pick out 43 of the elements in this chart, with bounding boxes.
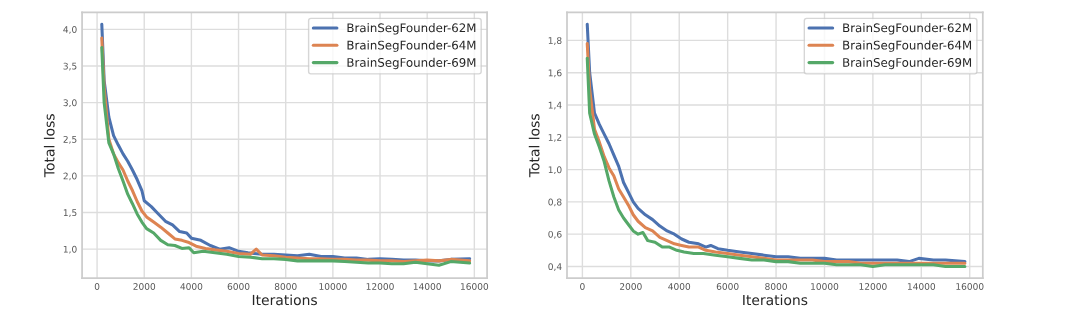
y-axis-title: Total loss bbox=[528, 114, 540, 178]
x-tick-label: 16000 bbox=[956, 283, 984, 290]
x-tick-label: 12000 bbox=[366, 283, 394, 290]
x-tick-label: 2000 bbox=[619, 283, 642, 290]
x-tick-label: 8000 bbox=[765, 283, 787, 290]
legend-label: BrainSegFounder-62M bbox=[843, 23, 972, 35]
y-tick-label: 1,5 bbox=[63, 209, 77, 217]
legend-label: BrainSegFounder-64M bbox=[843, 40, 972, 52]
y-tick-label: 2,0 bbox=[63, 172, 77, 181]
legend-label: BrainSegFounder-62M bbox=[347, 23, 476, 35]
x-tick-label: 14000 bbox=[907, 283, 936, 290]
x-tick-label: 0 bbox=[94, 283, 100, 290]
x-tick-label: 0 bbox=[580, 283, 585, 290]
x-tick-label: 14000 bbox=[413, 283, 441, 290]
x-axis-title: Iterations bbox=[743, 294, 808, 306]
x-tick-label: 4000 bbox=[668, 283, 691, 290]
legend-label: BrainSegFounder-64M bbox=[347, 40, 476, 52]
x-tick-label: 6000 bbox=[227, 283, 250, 290]
y-tick-label: 1,0 bbox=[63, 245, 77, 254]
y-tick-label: 3,0 bbox=[63, 99, 77, 108]
x-tick-label: 8000 bbox=[274, 283, 297, 290]
x-axis-title: Iterations bbox=[252, 294, 317, 306]
y-tick-label: 1,0 bbox=[548, 166, 562, 175]
y-tick-label: 1,8 bbox=[548, 37, 562, 45]
x-tick-label: 2000 bbox=[133, 283, 156, 290]
y-tick-label: 1,6 bbox=[548, 69, 562, 78]
y-tick-label: 1,2 bbox=[548, 134, 562, 142]
y-tick-label: 1,4 bbox=[548, 101, 562, 110]
y-tick-label: 2,5 bbox=[63, 135, 77, 144]
y-tick-label: 0,8 bbox=[548, 198, 562, 207]
y-tick-label: 4,0 bbox=[63, 26, 77, 34]
x-tick-label: 10000 bbox=[319, 283, 347, 290]
y-axis-title: Total loss bbox=[43, 114, 55, 178]
y-tick-label: 0,6 bbox=[548, 230, 562, 239]
legend-label: BrainSegFounder-69M bbox=[843, 57, 972, 70]
x-tick-label: 10000 bbox=[811, 283, 839, 290]
x-tick-label: 4000 bbox=[180, 283, 203, 290]
x-tick-label: 12000 bbox=[859, 283, 887, 290]
y-tick-label: 3,5 bbox=[63, 62, 77, 71]
y-tick-label: 0,4 bbox=[548, 263, 562, 271]
x-tick-label: 16000 bbox=[460, 283, 489, 290]
legend-label: BrainSegFounder-69M bbox=[347, 57, 476, 70]
x-tick-label: 6000 bbox=[716, 283, 739, 290]
